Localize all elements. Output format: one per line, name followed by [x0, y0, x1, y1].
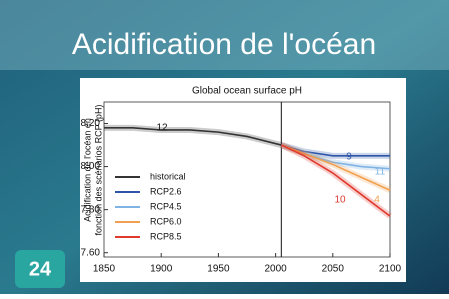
y-tick-label: 7.60 [81, 247, 101, 258]
legend-label: RCP6.0 [150, 216, 182, 226]
chart-title: Global ocean surface pH [192, 86, 302, 97]
legend-label: RCP4.5 [150, 201, 182, 211]
x-tick-label: 2050 [322, 264, 345, 275]
slide-title: Acidification de l'océan [72, 28, 376, 61]
x-tick-label: 2100 [379, 264, 402, 275]
legend-label: RCP8.5 [150, 231, 182, 241]
chart-panel [80, 78, 406, 282]
x-tick-label: 2000 [264, 264, 287, 275]
annotation: 9 [346, 152, 352, 163]
annotation: 11 [375, 167, 386, 178]
badge-number: 24 [29, 258, 52, 280]
legend-label: RCP2.6 [150, 186, 182, 196]
x-tick-label: 1900 [150, 264, 173, 275]
y-tick-label: 8.00 [81, 161, 101, 172]
annotation: 4 [374, 195, 380, 206]
annotation: 10 [334, 195, 346, 206]
y-tick-label: 7.80 [81, 204, 101, 215]
x-tick-label: 1850 [93, 264, 116, 275]
y-tick-label: 8.20 [81, 118, 101, 129]
legend-label: historical [150, 171, 186, 181]
x-tick-label: 1950 [207, 264, 230, 275]
annotation: 12 [156, 123, 168, 134]
slide: Acidification de l'océan Global ocean su… [0, 0, 449, 294]
